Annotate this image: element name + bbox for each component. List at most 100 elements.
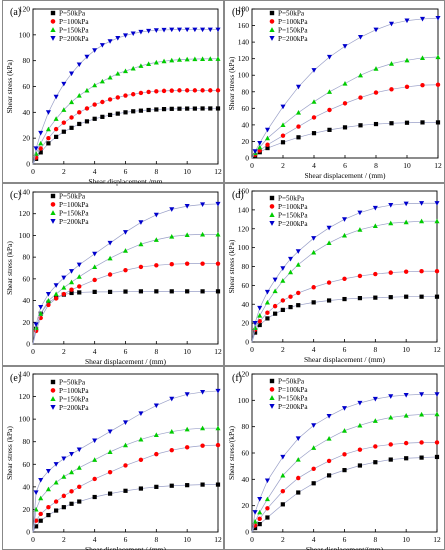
data-point	[192, 56, 198, 62]
data-point	[33, 146, 39, 152]
data-point	[200, 202, 206, 208]
data-point	[69, 279, 75, 285]
x-tick-label: 12	[214, 535, 222, 544]
series-1	[251, 294, 440, 343]
data-point	[53, 94, 59, 100]
data-point	[146, 107, 151, 113]
legend-label: P=100kPa	[59, 18, 89, 26]
data-point	[53, 462, 59, 467]
x-tick-label: 10	[183, 167, 191, 176]
data-point	[92, 48, 98, 53]
data-point	[341, 406, 348, 411]
y-tick-label: 140	[238, 205, 250, 214]
data-point	[280, 454, 286, 460]
data-point	[153, 432, 159, 438]
data-point	[326, 225, 332, 231]
data-point	[107, 39, 113, 44]
x-tick-label: 8	[154, 535, 158, 544]
data-point	[434, 294, 440, 299]
data-point	[215, 88, 221, 93]
data-point	[296, 303, 301, 308]
data-point	[265, 310, 270, 315]
data-point	[69, 501, 74, 506]
data-point	[69, 287, 74, 292]
series-2	[251, 269, 440, 343]
y-tick-label: 60	[242, 449, 250, 458]
x-tick-label: 12	[214, 347, 222, 356]
data-point	[311, 236, 317, 241]
x-tick-label: 2	[281, 345, 285, 354]
data-point	[76, 262, 82, 268]
y-tick-label: 40	[23, 296, 31, 305]
data-point	[296, 490, 301, 495]
data-point	[403, 392, 409, 398]
x-tick-label: 10	[402, 535, 410, 544]
data-point	[100, 99, 105, 105]
data-point	[435, 54, 441, 60]
x-tick-label: 6	[124, 167, 128, 176]
data-point	[357, 35, 364, 40]
data-point	[107, 112, 113, 118]
data-point	[389, 87, 394, 92]
data-point	[252, 149, 258, 154]
data-point	[419, 392, 425, 397]
data-point	[200, 56, 206, 61]
data-point	[53, 479, 59, 485]
y-axis-label: Shear stress/(kPa)	[227, 426, 236, 480]
chart-panel-2: (b)0 2 4 6 8 10 12020406080100120140160180Shea…	[224, 0, 445, 183]
y-tick-label: 140	[19, 370, 31, 379]
data-point	[92, 494, 97, 500]
data-point	[327, 127, 332, 132]
data-point	[208, 88, 213, 93]
data-point	[265, 316, 270, 321]
series-line	[251, 270, 437, 343]
data-point	[342, 276, 347, 281]
series-line	[32, 263, 218, 345]
data-point	[372, 418, 378, 423]
y-tick-label: 0	[245, 338, 249, 347]
data-point	[92, 457, 98, 462]
series-line	[32, 290, 218, 345]
data-point	[215, 231, 221, 237]
x-tick-label: 0	[250, 345, 254, 354]
data-point	[257, 322, 262, 328]
legend-marker	[50, 379, 56, 385]
data-point	[61, 505, 66, 510]
legend-marker	[50, 193, 56, 199]
y-tick-label: 80	[23, 437, 31, 446]
data-point	[311, 68, 317, 73]
data-point	[61, 129, 66, 134]
data-point	[138, 411, 144, 417]
legend-label: P=200kPa	[59, 35, 89, 43]
data-point	[373, 66, 379, 71]
legend-marker	[50, 27, 56, 32]
x-tick-label: 0	[31, 535, 35, 544]
data-point	[252, 510, 258, 515]
data-point	[311, 115, 317, 120]
x-tick-label: 0	[31, 167, 35, 176]
legend-label: P=150kPa	[278, 26, 308, 34]
data-point	[280, 122, 286, 127]
data-point	[326, 298, 332, 303]
data-point	[69, 125, 74, 130]
data-point	[53, 291, 59, 297]
legend-label: P=100kPa	[278, 18, 308, 26]
data-point	[257, 313, 263, 318]
data-point	[419, 294, 424, 299]
data-point	[200, 289, 205, 294]
data-point	[138, 90, 144, 96]
data-point	[153, 28, 159, 33]
legend-label: P=50kPa	[278, 10, 305, 18]
data-point	[92, 438, 98, 444]
data-point	[185, 289, 190, 294]
data-point	[46, 512, 51, 518]
data-point	[123, 93, 128, 98]
series-3	[32, 56, 221, 165]
x-tick-label: 6	[343, 161, 347, 170]
data-point	[77, 499, 82, 504]
y-tick-label: 120	[238, 54, 250, 63]
panel-frame	[224, 183, 445, 366]
series-line	[32, 108, 218, 165]
data-point	[358, 95, 363, 100]
data-point	[138, 29, 144, 35]
